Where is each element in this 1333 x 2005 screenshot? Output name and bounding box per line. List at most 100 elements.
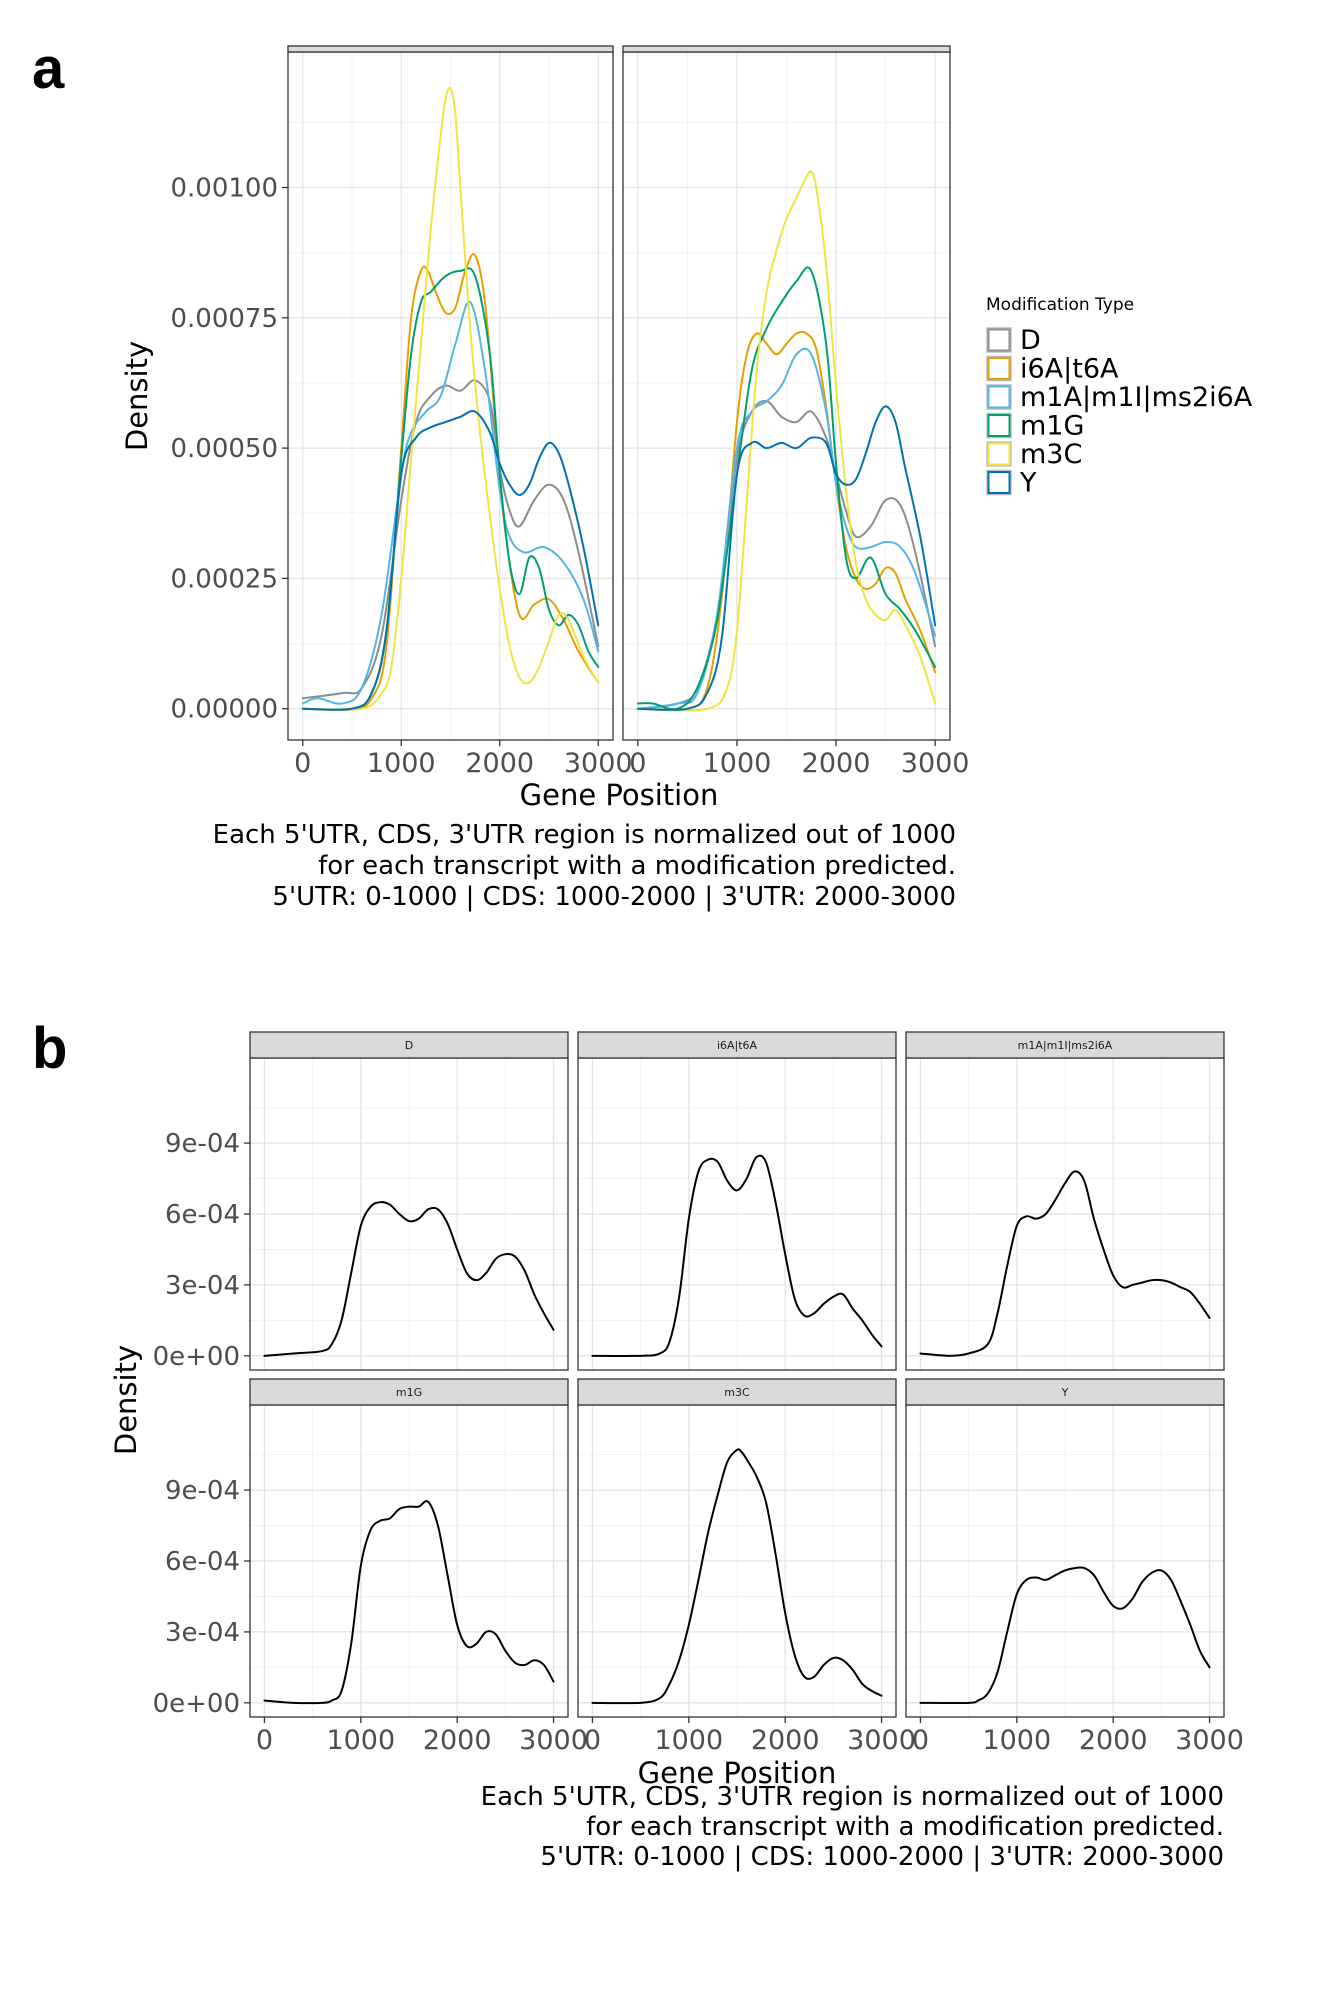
x-tick-label: 1000 xyxy=(982,1725,1051,1756)
series-line-m3c xyxy=(301,86,600,711)
x-tick-label: 1000 xyxy=(367,748,436,779)
series-line-m1a-m1i-ms2i6a xyxy=(919,1170,1211,1357)
caption-line: Each 5'UTR, CDS, 3'UTR region is normali… xyxy=(213,820,956,850)
facet-b-1: i6A|t6A xyxy=(577,1031,897,1371)
x-axis-title: Gene Position xyxy=(520,778,719,812)
x-tick-label: 0 xyxy=(912,1725,929,1756)
series-line-m1a-m1i-ms2i6a xyxy=(301,301,600,705)
y-tick-label: 0e+00 xyxy=(153,1342,240,1372)
facet-b-4: m3C 0 1000 2000 3000 xyxy=(577,1378,916,1756)
legend-label: D xyxy=(1020,325,1041,356)
legend-label: Y xyxy=(1019,468,1037,499)
facet-b-3: m1G 0 1000 2000 3000 0e+00 3e-04 6e-04 9e-04 xyxy=(153,1378,588,1756)
series-line-i6a-t6a xyxy=(591,1154,883,1357)
x-tick-label: 3000 xyxy=(901,748,970,779)
series-line-y xyxy=(301,410,600,711)
legend-key-box xyxy=(986,384,1012,410)
series-line-m3c xyxy=(636,170,937,712)
facet-strip-label: m3C xyxy=(724,1386,750,1399)
facet-strip xyxy=(577,1378,897,1406)
x-tick-label: 1000 xyxy=(654,1725,723,1756)
facet-b-0: D 0e+00 3e-04 6e-04 9e-04 xyxy=(153,1031,569,1372)
x-tick-label: 2000 xyxy=(802,748,871,779)
facet-strip-label: m1G xyxy=(396,1386,422,1399)
facet-strip-label: i6A|t6A xyxy=(717,1039,758,1052)
series-line-y xyxy=(919,1566,1211,1704)
y-tick-label: 0.00075 xyxy=(170,304,278,334)
legend-key-line xyxy=(987,357,1011,380)
y-tick-label: 0.00000 xyxy=(170,695,278,725)
legend-key-box xyxy=(986,327,1012,353)
x-tick-label: 0 xyxy=(294,748,311,779)
x-tick-label: 2000 xyxy=(465,748,534,779)
x-tick-label: 2000 xyxy=(423,1725,492,1756)
legend-key-box xyxy=(986,469,1012,496)
y-tick-label: 3e-04 xyxy=(165,1271,240,1301)
legend-key-line xyxy=(987,328,1011,352)
x-tick-label: 0 xyxy=(629,748,646,779)
y-tick-label: 9e-04 xyxy=(165,1129,240,1159)
legend-key-box xyxy=(986,355,1012,382)
facet-a-0: 0 1000 2000 3000 0.00000 0.00025 0.00050 0.0007… xyxy=(170,45,633,779)
legend-key-line xyxy=(987,385,1011,409)
x-axis-title: Gene Position xyxy=(638,1756,837,1790)
y-tick-label: 0e+00 xyxy=(153,1689,240,1719)
legend-label: m3C xyxy=(1020,439,1082,470)
legend-label: m1G xyxy=(1020,411,1084,442)
facet-a-1: 0 1000 2000 3000 xyxy=(622,45,970,779)
legend-key-box xyxy=(986,412,1012,439)
chart-b: D 0e+00 3e-04 6e-04 9e-04 i6A|t6A m1A|m1I|ms2i… xyxy=(109,1031,1244,1872)
legend-key-line xyxy=(987,471,1011,494)
facet-strip xyxy=(249,1031,569,1059)
legend-key-box xyxy=(986,441,1012,467)
panel-b-letter: b xyxy=(32,1016,67,1081)
facet-b-5: Y 0 1000 2000 3000 xyxy=(905,1378,1244,1756)
x-tick-label: 2000 xyxy=(751,1725,820,1756)
x-tick-label: 0 xyxy=(256,1725,273,1756)
x-tick-label: 3000 xyxy=(519,1725,588,1756)
legend-label: m1A|m1I|ms2i6A xyxy=(1020,382,1253,413)
facet-strip xyxy=(577,1031,897,1059)
legend-key-line xyxy=(987,414,1011,437)
series-line-d xyxy=(263,1201,555,1357)
panel-a-letter: a xyxy=(32,36,65,101)
facet-b-2: m1A|m1I|ms2i6A xyxy=(905,1031,1225,1371)
y-tick-label: 6e-04 xyxy=(165,1547,240,1577)
y-tick-label: 0.00025 xyxy=(170,564,278,594)
y-tick-label: 3e-04 xyxy=(165,1618,240,1648)
caption-line: Each 5'UTR, CDS, 3'UTR region is normali… xyxy=(481,1782,1224,1812)
facet-strip xyxy=(287,45,614,53)
y-tick-label: 0.00100 xyxy=(170,174,278,204)
series-line-y xyxy=(636,405,937,711)
facet-strip xyxy=(905,1378,1225,1406)
legend-title: Modification Type xyxy=(986,295,1134,315)
caption-line: 5'UTR: 0-1000 | CDS: 1000-2000 | 3'UTR: … xyxy=(272,882,956,912)
x-tick-label: 1000 xyxy=(703,748,772,779)
y-tick-label: 6e-04 xyxy=(165,1200,240,1230)
series-line-m3c xyxy=(591,1448,883,1705)
x-tick-label: 3000 xyxy=(1175,1725,1244,1756)
facet-strip xyxy=(622,45,951,53)
x-tick-label: 0 xyxy=(584,1725,601,1756)
facet-strip-label: D xyxy=(405,1039,413,1052)
legend-label: i6A|t6A xyxy=(1020,354,1119,385)
y-axis-title: Density xyxy=(120,341,154,451)
y-axis-title: Density xyxy=(109,1345,143,1455)
x-tick-label: 2000 xyxy=(1079,1725,1148,1756)
x-tick-label: 3000 xyxy=(564,748,633,779)
facet-strip-label: Y xyxy=(1061,1386,1069,1399)
y-tick-label: 0.00050 xyxy=(170,434,278,464)
y-tick-label: 9e-04 xyxy=(165,1476,240,1506)
x-tick-label: 3000 xyxy=(847,1725,916,1756)
chart-a: 0 1000 2000 3000 0.00000 0.00025 0.00050 0.0007… xyxy=(120,45,1253,912)
caption-line: 5'UTR: 0-1000 | CDS: 1000-2000 | 3'UTR: … xyxy=(540,1842,1224,1872)
series-line-m1g xyxy=(263,1500,555,1705)
caption-line: for each transcript with a modification … xyxy=(318,851,956,881)
facet-strip xyxy=(249,1378,569,1406)
x-tick-label: 1000 xyxy=(326,1725,395,1756)
facet-strip-label: m1A|m1I|ms2i6A xyxy=(1018,1039,1113,1052)
caption-line: for each transcript with a modification … xyxy=(586,1812,1224,1842)
facet-strip xyxy=(905,1031,1225,1059)
series-line-m1g xyxy=(636,266,937,711)
